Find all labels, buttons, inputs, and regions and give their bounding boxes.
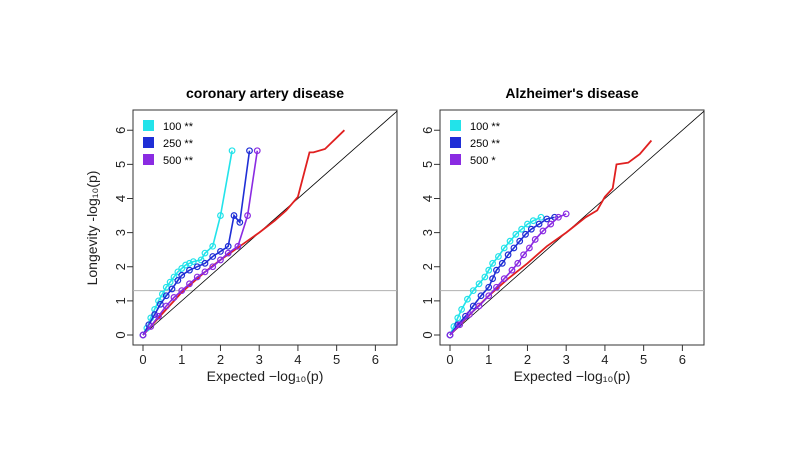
- x-tick-label: 0: [139, 352, 146, 367]
- series-100: [140, 148, 235, 338]
- x-axis-label: Expected −log₁₀(p): [207, 368, 324, 384]
- x-tick-label: 1: [485, 352, 492, 367]
- legend-swatch: [143, 137, 154, 148]
- series-500: [447, 211, 569, 338]
- x-tick-label: 2: [217, 352, 224, 367]
- x-axis-label: Expected −log₁₀(p): [514, 368, 631, 384]
- panel-coronary-artery-disease: coronary artery disease 0 1 2 3 4 5 6 0 1 2 3 4 5 6 1…: [113, 85, 397, 384]
- x-tick-label: 0: [446, 352, 453, 367]
- legend-label: 100 **: [470, 121, 501, 133]
- y-tick-label: 4: [420, 195, 435, 202]
- y-axis-label: Longevity -log₁₀(p): [84, 171, 100, 286]
- x-tick-label: 5: [333, 352, 340, 367]
- qq-plot-figure: Longevity -log₁₀(p) coronary artery dise…: [0, 0, 800, 470]
- panel-alzheimers-disease: Alzheimer's disease 0 1 2 3 4 5 6 0 1 2 3 4 5 6 100 *…: [420, 85, 704, 384]
- series-250: [140, 148, 252, 338]
- legend-label: 250 **: [163, 138, 194, 150]
- y-tick-label: 3: [420, 229, 435, 236]
- panel-title: coronary artery disease: [186, 85, 344, 101]
- legend-swatch: [143, 120, 154, 131]
- y-tick-label: 2: [420, 263, 435, 270]
- legend: 100 ** 250 ** 500 **: [143, 120, 194, 167]
- y-tick-label: 5: [420, 161, 435, 168]
- x-tick-label: 6: [679, 352, 686, 367]
- x-tick-label: 1: [178, 352, 185, 367]
- legend-label: 100 **: [163, 121, 194, 133]
- x-tick-label: 2: [524, 352, 531, 367]
- legend-swatch: [450, 137, 461, 148]
- y-tick-label: 4: [113, 195, 128, 202]
- series-layer: [447, 141, 651, 338]
- x-tick-label: 6: [372, 352, 379, 367]
- x-tick-label: 4: [294, 352, 301, 367]
- y-tick-label: 2: [113, 263, 128, 270]
- x-tick-label: 3: [256, 352, 263, 367]
- x-tick-label: 4: [601, 352, 608, 367]
- x-tick-label: 3: [563, 352, 570, 367]
- legend: 100 ** 250 ** 500 *: [450, 120, 501, 167]
- legend-label: 500 *: [470, 155, 496, 167]
- panel-title: Alzheimer's disease: [505, 85, 639, 101]
- y-tick-label: 6: [420, 127, 435, 134]
- legend-label: 250 **: [470, 138, 501, 150]
- y-tick-label: 1: [113, 297, 128, 304]
- legend-swatch: [143, 154, 154, 165]
- data-point: [538, 214, 544, 220]
- x-tick-label: 5: [640, 352, 647, 367]
- y-tick-label: 5: [113, 161, 128, 168]
- y-tick-label: 0: [113, 331, 128, 338]
- legend-swatch: [450, 154, 461, 165]
- y-tick-label: 6: [113, 127, 128, 134]
- legend-label: 500 **: [163, 155, 194, 167]
- y-tick-label: 1: [420, 297, 435, 304]
- y-tick-label: 0: [420, 331, 435, 338]
- y-tick-label: 3: [113, 229, 128, 236]
- legend-swatch: [450, 120, 461, 131]
